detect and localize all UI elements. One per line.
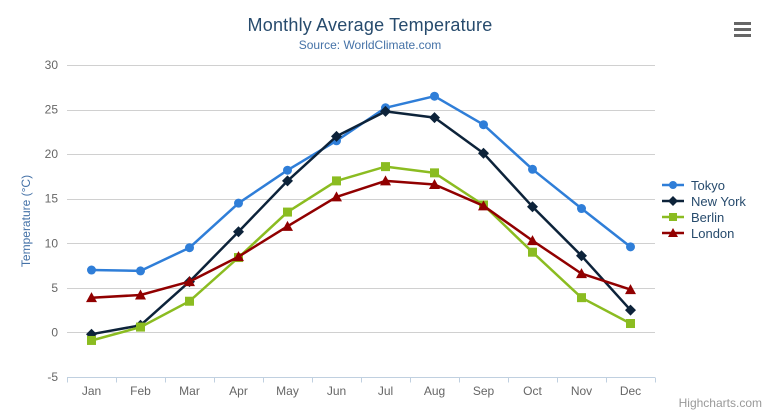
legend-marker-new-york [662, 196, 684, 206]
x-axis-label-feb: Feb [130, 384, 151, 398]
series-tokyo-marker [283, 165, 292, 175]
chart-title: Monthly Average Temperature [247, 15, 493, 35]
legend-label-tokyo: Tokyo [691, 177, 725, 193]
series-tokyo-marker [479, 120, 488, 130]
legend-item-new-york[interactable]: New York [662, 193, 746, 209]
series-tokyo-marker [185, 243, 194, 253]
legend-item-berlin[interactable]: Berlin [662, 209, 746, 225]
legend-item-london[interactable]: London [662, 225, 746, 241]
series-new-york-marker [429, 112, 440, 124]
y-axis-label-5: 5 [51, 281, 58, 295]
series-london-marker [184, 276, 195, 287]
series-berlin-marker [136, 322, 145, 332]
series-london-marker [527, 235, 538, 246]
series-london-line [90, 179, 632, 299]
hamburger-icon [734, 33, 751, 37]
series-berlin-marker [87, 335, 96, 345]
series-london-marker [233, 251, 244, 262]
x-axis-label-aug: Aug [424, 384, 445, 398]
series-berlin-line [90, 165, 632, 342]
x-axis-label-apr: Apr [229, 384, 248, 398]
series-berlin-marker [332, 176, 341, 186]
series-london-marker [625, 284, 636, 295]
y-axis-label-15: 15 [45, 192, 59, 206]
series-london-marker [331, 191, 342, 202]
y-axis-label-30: 30 [45, 58, 59, 72]
export-menu-button[interactable] [732, 20, 754, 39]
series-berlin-marker [185, 296, 194, 306]
series-london-marker [135, 289, 146, 300]
series-new-york-marker [380, 105, 391, 117]
series-new-york-marker [576, 250, 587, 262]
hamburger-icon [734, 22, 751, 26]
series-london-marker [380, 175, 391, 186]
x-axis-label-jul: Jul [378, 384, 393, 398]
chart-subtitle: Source: WorldClimate.com [298, 38, 442, 52]
series-london-marker [86, 292, 97, 303]
legend-label-london: London [691, 225, 735, 241]
series-new-york-line [90, 110, 632, 336]
x-axis-label-may: May [276, 384, 299, 398]
series-london-marker [576, 268, 587, 279]
series-tokyo-marker [626, 242, 635, 252]
series-berlin-marker [283, 207, 292, 217]
series-new-york-marker [331, 130, 342, 142]
x-axis-label-oct: Oct [523, 384, 542, 398]
hamburger-icon [734, 27, 751, 32]
legend-marker-berlin [662, 213, 684, 221]
y-axis-label-25: 25 [45, 103, 59, 117]
x-axis-label-dec: Dec [620, 384, 641, 398]
series-tokyo-marker [528, 164, 537, 174]
legend-item-tokyo[interactable]: Tokyo [662, 177, 746, 193]
series-tokyo-marker [87, 265, 96, 275]
y-axis-label-0: 0 [51, 325, 58, 339]
series-new-york-marker [625, 304, 636, 316]
series-tokyo-marker [136, 266, 145, 276]
legend-marker-tokyo [662, 181, 684, 189]
legend-marker-london [662, 228, 684, 237]
legend: Tokyo New York Berlin London [662, 177, 746, 241]
y-axis-label-10: 10 [45, 236, 59, 250]
x-axis-label-jun: Jun [327, 384, 346, 398]
series-berlin-marker [381, 162, 390, 172]
legend-label-new-york: New York [691, 193, 746, 209]
x-axis-label-jan: Jan [82, 384, 101, 398]
series-tokyo-line [90, 94, 632, 273]
series-new-york-marker [478, 147, 489, 159]
series-london-marker [282, 220, 293, 231]
x-axis-label-nov: Nov [571, 384, 592, 398]
series-berlin-marker [577, 293, 586, 303]
series-new-york-marker [527, 201, 538, 213]
y-axis-label--5: -5 [47, 370, 58, 384]
series-berlin-marker [430, 168, 439, 178]
series-new-york-marker [282, 175, 293, 187]
series-tokyo-marker [234, 198, 243, 208]
series-tokyo-marker [577, 204, 586, 214]
series-berlin-marker [528, 247, 537, 257]
y-axis-label-20: 20 [45, 147, 59, 161]
x-axis-label-sep: Sep [473, 384, 495, 398]
series-london-marker [429, 178, 440, 189]
series-tokyo-marker [430, 91, 439, 101]
series-london-marker [478, 200, 489, 211]
series-new-york-marker [233, 226, 244, 238]
legend-label-berlin: Berlin [691, 209, 725, 225]
series-berlin-marker [626, 319, 635, 329]
credits-link[interactable]: Highcharts.com [678, 396, 762, 410]
x-axis-label-mar: Mar [179, 384, 200, 398]
